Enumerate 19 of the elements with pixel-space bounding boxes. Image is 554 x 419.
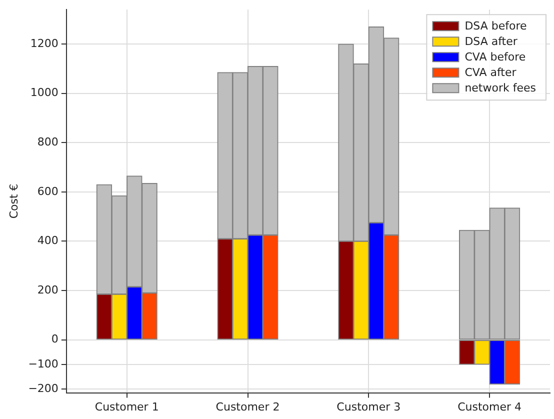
y-tick-label: 200 — [37, 283, 58, 296]
x-tick-label: Customer 4 — [458, 400, 522, 414]
y-tick-label: 0 — [51, 332, 58, 346]
y-tick-label: 800 — [37, 136, 58, 149]
y-axis-title: Cost € — [7, 184, 20, 219]
legend-label: CVA after — [464, 66, 517, 79]
y-tick-label: −200 — [28, 382, 58, 395]
x-tick-label: Customer 1 — [94, 400, 159, 414]
y-tick-label: 1200 — [30, 36, 58, 50]
y-tick-label: 1000 — [30, 86, 58, 100]
legend-label: network fees — [464, 81, 536, 94]
legend-label: DSA before — [464, 19, 528, 32]
x-tick-label: Customer 3 — [336, 400, 401, 414]
y-tick-label: 600 — [37, 184, 58, 198]
x-tick-label: Customer 2 — [216, 400, 280, 414]
legend-label: DSA after — [464, 34, 518, 48]
y-tick-label: 400 — [37, 234, 58, 248]
legend-label: CVA before — [464, 50, 526, 64]
y-tick-label: −100 — [28, 357, 58, 370]
